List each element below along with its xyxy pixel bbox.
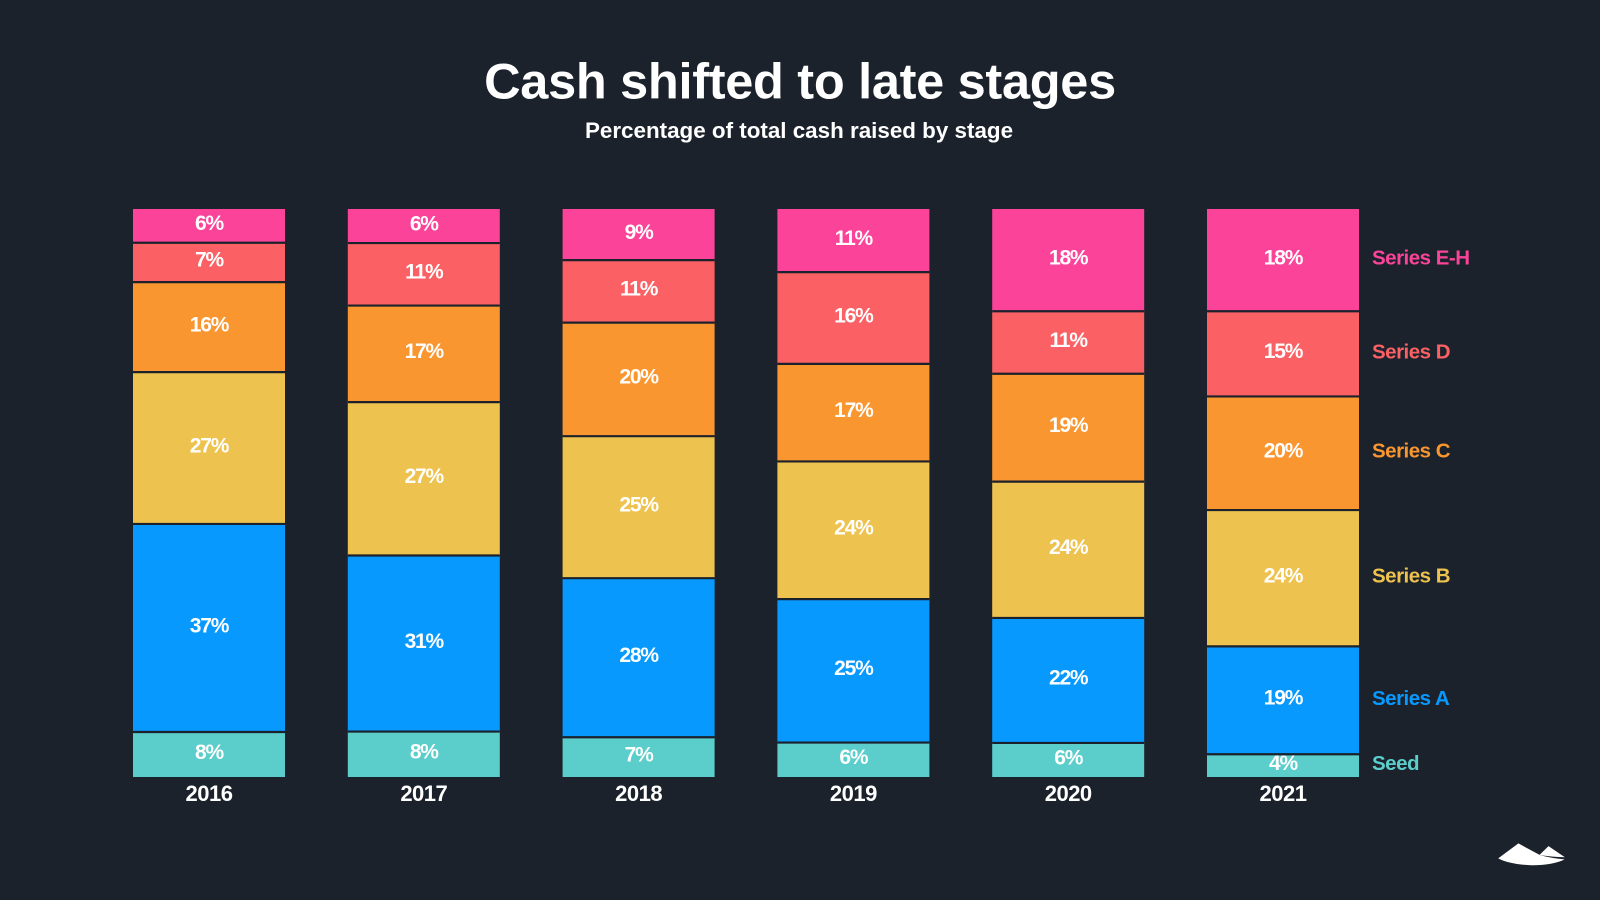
svg-text:20%: 20% (1264, 440, 1304, 463)
svg-text:11%: 11% (835, 227, 874, 250)
svg-text:31%: 31% (405, 630, 445, 653)
svg-text:20%: 20% (619, 366, 659, 389)
svg-text:8%: 8% (195, 741, 224, 764)
svg-text:Series E-H: Series E-H (1372, 247, 1470, 270)
svg-text:7%: 7% (625, 743, 654, 766)
svg-text:17%: 17% (834, 399, 874, 422)
svg-text:Series B: Series B (1372, 565, 1450, 588)
svg-text:2021: 2021 (1260, 781, 1307, 806)
svg-text:8%: 8% (410, 741, 439, 764)
svg-text:2020: 2020 (1045, 781, 1092, 806)
svg-text:25%: 25% (834, 657, 874, 680)
svg-text:24%: 24% (834, 517, 874, 540)
svg-text:11%: 11% (620, 278, 659, 301)
svg-text:Seed: Seed (1372, 752, 1419, 775)
svg-text:2017: 2017 (400, 781, 447, 806)
svg-text:17%: 17% (405, 340, 445, 363)
svg-text:27%: 27% (190, 434, 230, 457)
svg-text:6%: 6% (410, 212, 439, 235)
svg-text:9%: 9% (625, 221, 654, 244)
svg-text:6%: 6% (195, 212, 224, 235)
svg-text:11%: 11% (1050, 329, 1089, 352)
svg-text:Cash shifted to late stages: Cash shifted to late stages (484, 53, 1116, 110)
svg-text:7%: 7% (195, 249, 224, 272)
svg-text:11%: 11% (405, 261, 444, 284)
svg-text:Series C: Series C (1372, 440, 1451, 463)
svg-text:Percentage of total cash raise: Percentage of total cash raised by stage (585, 118, 1013, 143)
svg-text:4%: 4% (1269, 752, 1298, 775)
svg-text:25%: 25% (619, 494, 659, 517)
svg-text:Series D: Series D (1372, 340, 1450, 363)
svg-text:16%: 16% (190, 313, 230, 336)
svg-text:18%: 18% (1264, 246, 1304, 269)
svg-text:19%: 19% (1264, 687, 1304, 710)
svg-text:15%: 15% (1264, 340, 1304, 363)
svg-text:6%: 6% (839, 746, 868, 769)
svg-text:2016: 2016 (186, 781, 233, 806)
svg-text:37%: 37% (190, 614, 230, 637)
svg-text:16%: 16% (834, 304, 874, 327)
svg-text:24%: 24% (1049, 536, 1089, 559)
svg-text:28%: 28% (619, 644, 659, 667)
svg-text:2018: 2018 (615, 781, 662, 806)
svg-text:18%: 18% (1049, 246, 1089, 269)
svg-text:24%: 24% (1264, 565, 1304, 588)
svg-text:2019: 2019 (830, 781, 877, 806)
svg-text:19%: 19% (1049, 414, 1089, 437)
svg-text:22%: 22% (1049, 667, 1089, 690)
svg-text:Series A: Series A (1372, 687, 1450, 710)
svg-text:6%: 6% (1054, 746, 1083, 769)
svg-text:27%: 27% (405, 465, 445, 488)
